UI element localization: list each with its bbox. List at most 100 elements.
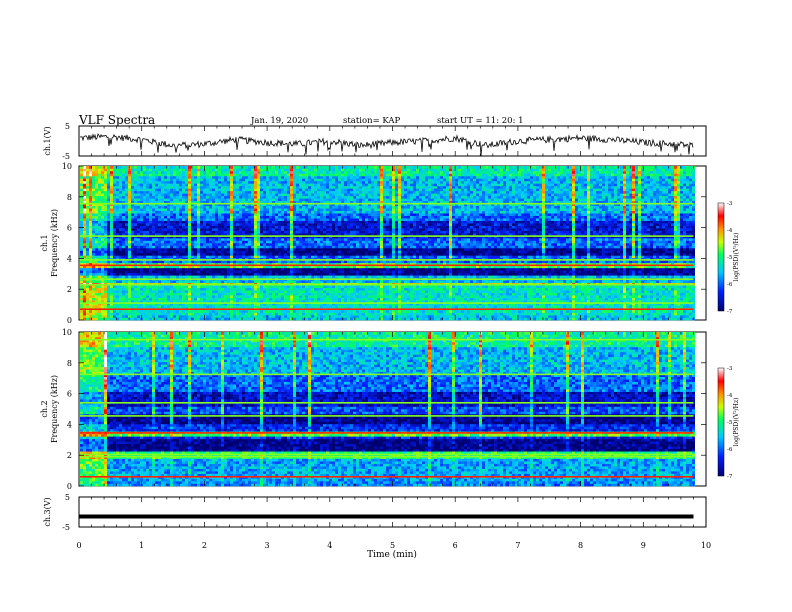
spectrogram-cell <box>152 231 155 234</box>
spectrogram-cell <box>125 171 128 174</box>
spectrogram-cell <box>149 216 152 219</box>
spectrogram-cell <box>86 318 89 321</box>
spectrogram-cell <box>161 298 164 301</box>
spectrogram-cell <box>146 173 149 176</box>
spectrogram-cell <box>92 268 95 271</box>
spectrogram-cell <box>122 213 125 216</box>
spectrogram-cell <box>140 176 143 179</box>
spectrogram-cell <box>110 248 113 251</box>
spectrogram-cell <box>143 206 146 209</box>
spectrogram-cell <box>80 255 83 258</box>
spectrogram-cell <box>128 231 131 234</box>
spectrogram-cell <box>131 176 134 179</box>
spectrogram-cell <box>140 198 143 201</box>
spectrogram-cell <box>149 273 152 276</box>
spectrogram-cell <box>155 186 158 189</box>
spectrogram-cell <box>158 268 161 271</box>
spectrogram-cell <box>134 191 137 194</box>
spectrogram-cell <box>125 176 128 179</box>
spectrogram-cell <box>80 298 83 301</box>
spectrogram-cell <box>128 248 131 251</box>
spectrogram-cell <box>101 288 104 291</box>
spectrogram-cell <box>116 213 119 216</box>
spectrogram-cell <box>98 231 101 234</box>
spectrogram-cell <box>83 221 86 224</box>
spectrogram-cell <box>86 188 89 191</box>
spectrogram-cell <box>158 231 161 234</box>
spectrogram-cell <box>146 275 149 278</box>
spectrogram-cell <box>80 270 83 273</box>
spectrogram-cell <box>101 241 104 244</box>
spectrogram-cell <box>89 198 92 201</box>
spectrogram-cell <box>143 183 146 186</box>
spectrogram-cell <box>107 270 110 273</box>
spectrogram-cell <box>98 268 101 271</box>
spectrogram-cell <box>116 253 119 256</box>
spectrogram-cell <box>143 223 146 226</box>
spectrogram-cell <box>98 186 101 189</box>
spectrogram-cell <box>125 211 128 214</box>
spectrogram-cell <box>128 228 131 231</box>
spectrogram-cell <box>137 245 140 248</box>
spectrogram-cell <box>158 305 161 308</box>
spectrogram-cell <box>146 226 149 229</box>
spectrogram-cell <box>107 255 110 258</box>
spectrogram-cell <box>95 221 98 224</box>
spectrogram-cell <box>122 253 125 256</box>
spectrogram-cell <box>101 255 104 258</box>
spectrogram-cell <box>161 260 164 263</box>
spectrogram-cell <box>137 253 140 256</box>
spectrogram-cell <box>92 183 95 186</box>
spectrogram-cell <box>80 181 83 184</box>
spectrogram-cell <box>92 173 95 176</box>
spectrogram-cell <box>149 295 152 298</box>
spectrogram-cell <box>146 206 149 209</box>
spectrogram-cell <box>107 253 110 256</box>
spectrogram-cell <box>83 293 86 296</box>
spectrogram-cell <box>89 260 92 263</box>
spectrogram-cell <box>128 241 131 244</box>
spectrogram-cell <box>146 285 149 288</box>
spectrogram-cell <box>134 280 137 283</box>
spectrogram-cell <box>131 191 134 194</box>
spectrogram-cell <box>140 171 143 174</box>
spectrogram-cell <box>92 191 95 194</box>
spectrogram-cell <box>161 280 164 283</box>
spectrogram-cell <box>128 253 131 256</box>
spectrogram-cell <box>83 178 86 181</box>
spectrogram-cell <box>137 285 140 288</box>
spectrogram-cell <box>89 275 92 278</box>
spectrogram-cell <box>116 290 119 293</box>
spectrogram-cell <box>86 211 89 214</box>
spectrogram-cell <box>98 183 101 186</box>
spectrogram-cell <box>137 188 140 191</box>
spectrogram-cell <box>110 255 113 258</box>
spectrogram-cell <box>89 248 92 251</box>
spectrogram-cell <box>92 253 95 256</box>
spectrogram-cell <box>104 310 107 313</box>
spectrogram-cell <box>128 221 131 224</box>
spectrogram-cell <box>107 315 110 318</box>
spectrogram-cell <box>143 191 146 194</box>
spectrogram-cell <box>137 273 140 276</box>
spectrogram-cell <box>119 273 122 276</box>
spectrogram-cell <box>125 168 128 171</box>
spectrogram-cell <box>107 226 110 229</box>
spectrogram-cell <box>83 250 86 253</box>
spectrogram-cell <box>80 241 83 244</box>
spectrogram-cell <box>83 260 86 263</box>
spectrogram-cell <box>131 231 134 234</box>
spectrogram-cell <box>143 173 146 176</box>
spectrogram-cell <box>110 213 113 216</box>
spectrogram-cell <box>131 181 134 184</box>
spectrogram-cell <box>161 273 164 276</box>
spectrogram-cell <box>125 216 128 219</box>
spectrogram-cell <box>104 223 107 226</box>
spectrogram-cell <box>89 181 92 184</box>
spectrogram-cell <box>119 290 122 293</box>
spectrogram-cell <box>131 260 134 263</box>
spectrogram-cell <box>149 243 152 246</box>
spectrogram-cell <box>80 250 83 253</box>
spectrogram-cell <box>152 178 155 181</box>
spectrogram-cell <box>137 193 140 196</box>
